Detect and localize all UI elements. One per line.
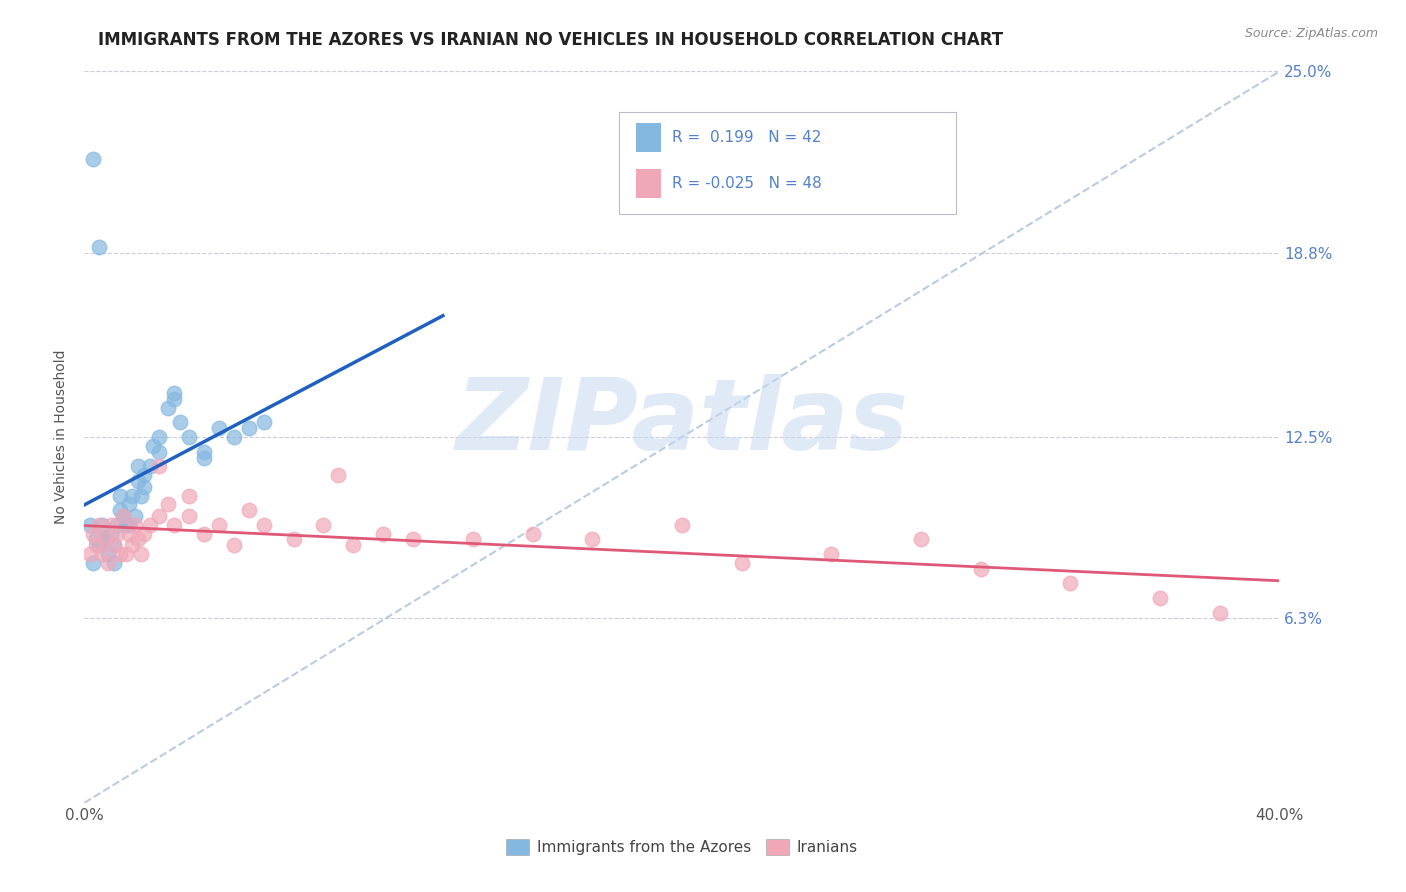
Point — [110, 547, 132, 561]
Point — [105, 517, 128, 532]
Point — [79, 517, 101, 532]
Point — [94, 533, 117, 547]
Point — [163, 386, 186, 401]
Point — [671, 517, 693, 532]
Point — [581, 533, 603, 547]
Point — [79, 547, 101, 561]
Point — [121, 489, 143, 503]
Point — [1149, 591, 1171, 605]
Point — [103, 538, 125, 552]
Point — [208, 517, 231, 532]
Point — [124, 509, 146, 524]
Point — [148, 444, 170, 458]
Point — [163, 517, 186, 532]
Point — [142, 439, 165, 453]
Point — [129, 547, 152, 561]
Point — [103, 556, 125, 570]
Point — [238, 503, 260, 517]
Point — [112, 509, 135, 524]
Text: R = -0.025   N = 48: R = -0.025 N = 48 — [672, 177, 823, 191]
Point — [115, 517, 138, 532]
Point — [283, 533, 305, 547]
Point — [118, 517, 141, 532]
Point — [82, 526, 104, 541]
Point — [193, 444, 215, 458]
Point — [970, 562, 993, 576]
Point — [127, 474, 149, 488]
Legend: Immigrants from the Azores, Iranians: Immigrants from the Azores, Iranians — [501, 833, 863, 861]
Point — [1059, 576, 1081, 591]
Point — [238, 421, 260, 435]
Point — [127, 459, 149, 474]
Point — [94, 533, 117, 547]
Point — [91, 547, 114, 561]
Point — [124, 517, 146, 532]
Text: R =  0.199   N = 42: R = 0.199 N = 42 — [672, 130, 821, 145]
Y-axis label: No Vehicles in Household: No Vehicles in Household — [55, 350, 69, 524]
Point — [139, 459, 162, 474]
Point — [100, 517, 122, 532]
Point — [139, 517, 162, 532]
Point — [148, 509, 170, 524]
Point — [163, 392, 186, 406]
Point — [121, 538, 143, 552]
Point — [91, 517, 114, 532]
Point — [1209, 606, 1232, 620]
Point — [132, 468, 156, 483]
Point — [193, 526, 215, 541]
Point — [89, 517, 111, 532]
Point — [97, 547, 120, 561]
Point — [129, 489, 152, 503]
Point — [94, 533, 117, 547]
Point — [118, 526, 141, 541]
Point — [100, 526, 122, 541]
Point — [148, 459, 170, 474]
Point — [461, 533, 484, 547]
Point — [86, 538, 108, 552]
Point — [177, 430, 200, 444]
Text: ZIPatlas: ZIPatlas — [456, 374, 908, 471]
Point — [402, 533, 425, 547]
Point — [82, 556, 104, 570]
Point — [132, 480, 156, 494]
Text: IMMIGRANTS FROM THE AZORES VS IRANIAN NO VEHICLES IN HOUSEHOLD CORRELATION CHART: IMMIGRANTS FROM THE AZORES VS IRANIAN NO… — [98, 31, 1004, 49]
Point — [731, 556, 754, 570]
Point — [328, 468, 350, 483]
Point — [373, 526, 395, 541]
Point — [222, 430, 245, 444]
Point — [115, 547, 138, 561]
Point — [105, 526, 128, 541]
Point — [127, 533, 149, 547]
Point — [157, 497, 180, 511]
Point — [89, 538, 111, 552]
Point — [97, 556, 120, 570]
Point — [103, 538, 125, 552]
Point — [342, 538, 364, 552]
Point — [132, 526, 156, 541]
Point — [110, 503, 132, 517]
Point — [157, 401, 180, 415]
Point — [118, 497, 141, 511]
Point — [208, 421, 231, 435]
Point — [522, 526, 544, 541]
Point — [177, 489, 200, 503]
Point — [193, 450, 215, 465]
Point — [222, 538, 245, 552]
Point — [910, 533, 932, 547]
Point — [112, 509, 135, 524]
Point — [169, 416, 191, 430]
Text: Source: ZipAtlas.com: Source: ZipAtlas.com — [1244, 27, 1378, 40]
Point — [253, 416, 276, 430]
Point — [82, 152, 104, 166]
Point — [253, 517, 276, 532]
Point — [177, 509, 200, 524]
Point — [89, 240, 111, 254]
Point — [110, 489, 132, 503]
Point — [820, 547, 842, 561]
Point — [312, 517, 335, 532]
Point — [148, 430, 170, 444]
Point — [86, 533, 108, 547]
